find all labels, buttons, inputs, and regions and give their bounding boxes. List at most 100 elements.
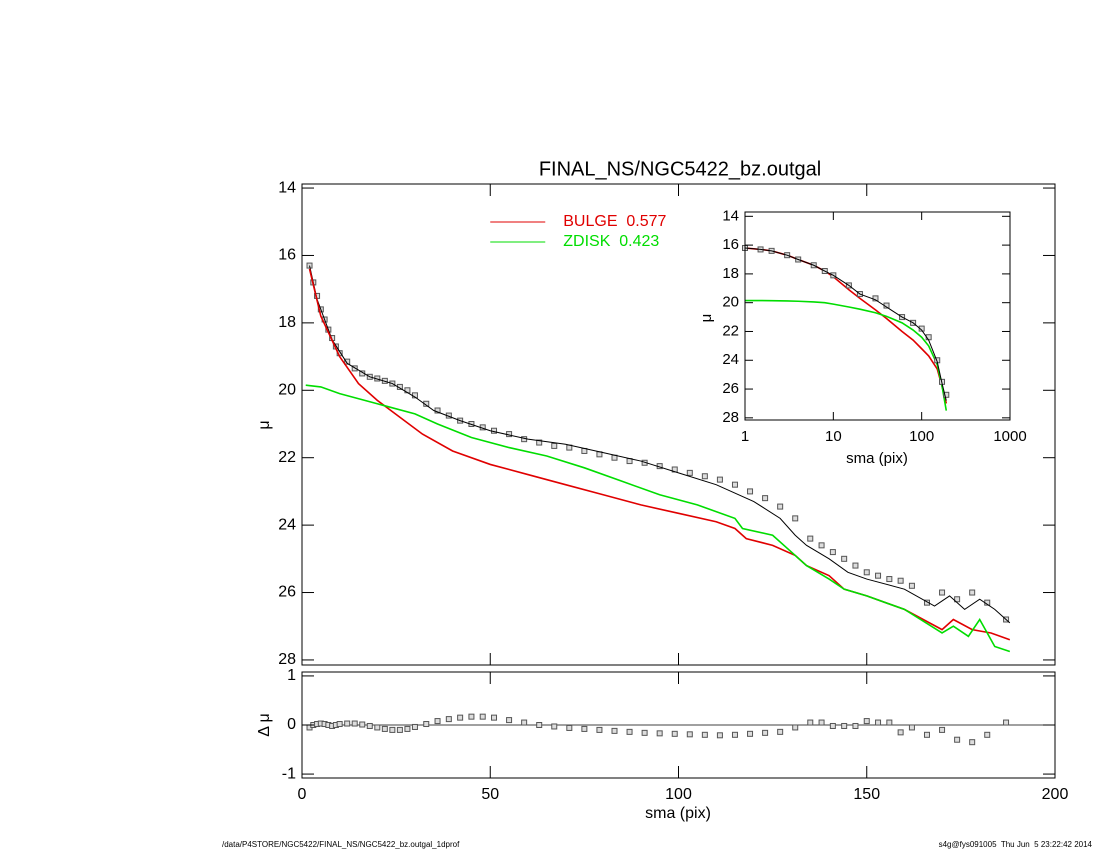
y-tick-label: 20 [722, 294, 739, 311]
data-point [336, 721, 343, 728]
data-point [829, 549, 836, 556]
chart-title: FINAL_NS/NGC5422_bz.outgal [539, 158, 821, 180]
data-point [656, 730, 663, 737]
y-tick-label: 1 [287, 667, 296, 684]
footer-right: s4g@fys091005 Thu Jun 5 23:22:42 2014 [939, 840, 1093, 849]
y-tick-label: 24 [278, 516, 296, 533]
data-point [886, 719, 893, 726]
x-tick-label: 150 [853, 786, 880, 803]
data-point [923, 731, 930, 738]
data-point [731, 481, 738, 488]
data-point [918, 325, 925, 332]
data-point [366, 722, 373, 729]
data-point [969, 739, 976, 746]
data-line [744, 247, 947, 401]
data-point [551, 723, 558, 730]
y-tick-label: 16 [278, 247, 296, 264]
data-point [521, 719, 528, 726]
data-point [536, 439, 543, 446]
data-point [351, 720, 358, 727]
x-tick-label: 100 [909, 428, 934, 445]
y-tick-label: 20 [278, 382, 296, 399]
data-point [701, 731, 708, 738]
data-point [954, 736, 961, 743]
data-line [309, 265, 1011, 624]
data-point [434, 718, 441, 725]
data-point [344, 720, 351, 727]
data-point [939, 726, 946, 733]
data-point [468, 713, 475, 720]
data-point [641, 729, 648, 736]
data-point [897, 577, 904, 584]
frame [744, 211, 1011, 421]
data-point [389, 726, 396, 733]
data-point [829, 722, 836, 729]
data-line [305, 384, 1011, 653]
data-point [762, 729, 769, 736]
y-tick-label: 24 [722, 351, 739, 368]
data-point [818, 542, 825, 549]
data-point [897, 729, 904, 736]
data-line [308, 268, 1011, 641]
data-point [596, 726, 603, 733]
data-point [818, 719, 825, 726]
data-point [841, 722, 848, 729]
y-tick-label: 26 [722, 380, 739, 397]
data-point [792, 515, 799, 522]
data-point [581, 725, 588, 732]
data-point [731, 731, 738, 738]
data-point [479, 713, 486, 720]
data-point [969, 589, 976, 596]
data-point [423, 721, 430, 728]
data-point [686, 731, 693, 738]
data-point [852, 562, 859, 569]
data-point [536, 722, 543, 728]
y-axis-label: μ [256, 420, 273, 429]
y-tick-label: 16 [722, 236, 739, 253]
data-point [777, 503, 784, 510]
data-point [943, 391, 950, 398]
data-point [716, 476, 723, 483]
x-tick-label: 10 [825, 428, 842, 445]
y-tick-label: -1 [282, 765, 296, 782]
y-axis-label: μ [698, 314, 715, 323]
data-point [611, 727, 618, 734]
data-point [852, 722, 859, 729]
data-point [671, 730, 678, 737]
data-point [875, 572, 882, 579]
data-point [908, 724, 915, 731]
y-tick-label: 14 [278, 179, 296, 196]
data-point [747, 488, 754, 495]
x-tick-label: 100 [665, 786, 692, 803]
data-point [807, 535, 814, 542]
data-point [939, 589, 946, 596]
y-tick-label: 22 [278, 449, 296, 466]
data-point [566, 724, 573, 731]
data-point [716, 732, 723, 739]
data-point [396, 726, 403, 733]
y-tick-label: 28 [278, 651, 296, 668]
data-point [863, 718, 870, 725]
data-point [457, 714, 464, 721]
data-point [886, 576, 893, 583]
x-tick-label: 1 [741, 428, 749, 445]
data-point [807, 719, 814, 726]
y-tick-label: 18 [722, 265, 739, 282]
x-axis-label: sma (pix) [846, 450, 908, 467]
data-point [445, 716, 452, 723]
y-tick-label: 26 [278, 584, 296, 601]
data-point [747, 730, 754, 737]
data-point [984, 731, 991, 738]
data-point [701, 473, 708, 480]
data-point [411, 723, 418, 730]
data-point [875, 719, 882, 726]
data-point [491, 714, 498, 721]
data-point [863, 569, 870, 576]
data-point [626, 728, 633, 735]
y-tick-label: 0 [287, 716, 296, 733]
data-point [374, 724, 381, 731]
x-tick-label: 50 [481, 786, 499, 803]
legend-label: BULGE 0.577 [563, 213, 666, 230]
data-point [777, 728, 784, 735]
x-tick-label: 200 [1042, 786, 1069, 803]
